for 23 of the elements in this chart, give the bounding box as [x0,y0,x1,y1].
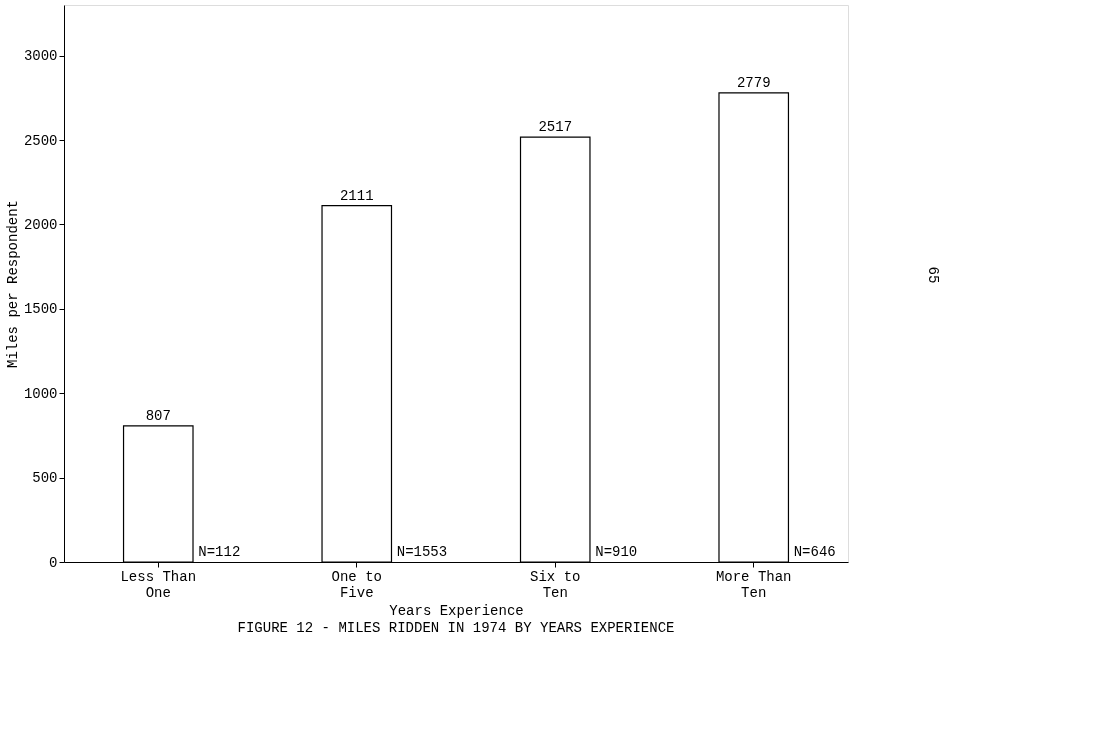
data-label: 2517 [538,119,573,136]
text: FIGURE 12 - MILES RIDDEN IN 1974 BY YEARS EXPERIENCE [237,620,675,636]
y-tick-label: 1500 [23,301,58,318]
y-tick-label: 2000 [23,216,58,233]
x-tick-label: Six to Ten [530,568,581,601]
data-label: 807 [145,407,171,424]
x-axis-title: Years Experience [389,602,524,619]
annotation: N=112 [198,544,241,560]
y-tick-label: 500 [32,470,58,487]
y-tick-label: 1000 [23,385,58,402]
text: 65 [925,266,941,284]
annotation: N=1553 [396,544,448,560]
y-tick-label: 2500 [23,132,58,149]
data-label: 2111 [339,187,374,204]
y-tick-label: 3000 [23,48,58,65]
data-label: 2779 [736,74,771,91]
x-tick-label: One to Five [331,568,382,601]
y-tick-label: 0 [49,554,58,571]
annotation: N=646 [793,544,836,560]
annotation: N=910 [595,544,638,560]
y-axis-title: Miles per Respondent [4,199,21,369]
x-tick-label: Less Than One [120,568,197,601]
x-tick-label: More Than Ten [715,568,792,601]
